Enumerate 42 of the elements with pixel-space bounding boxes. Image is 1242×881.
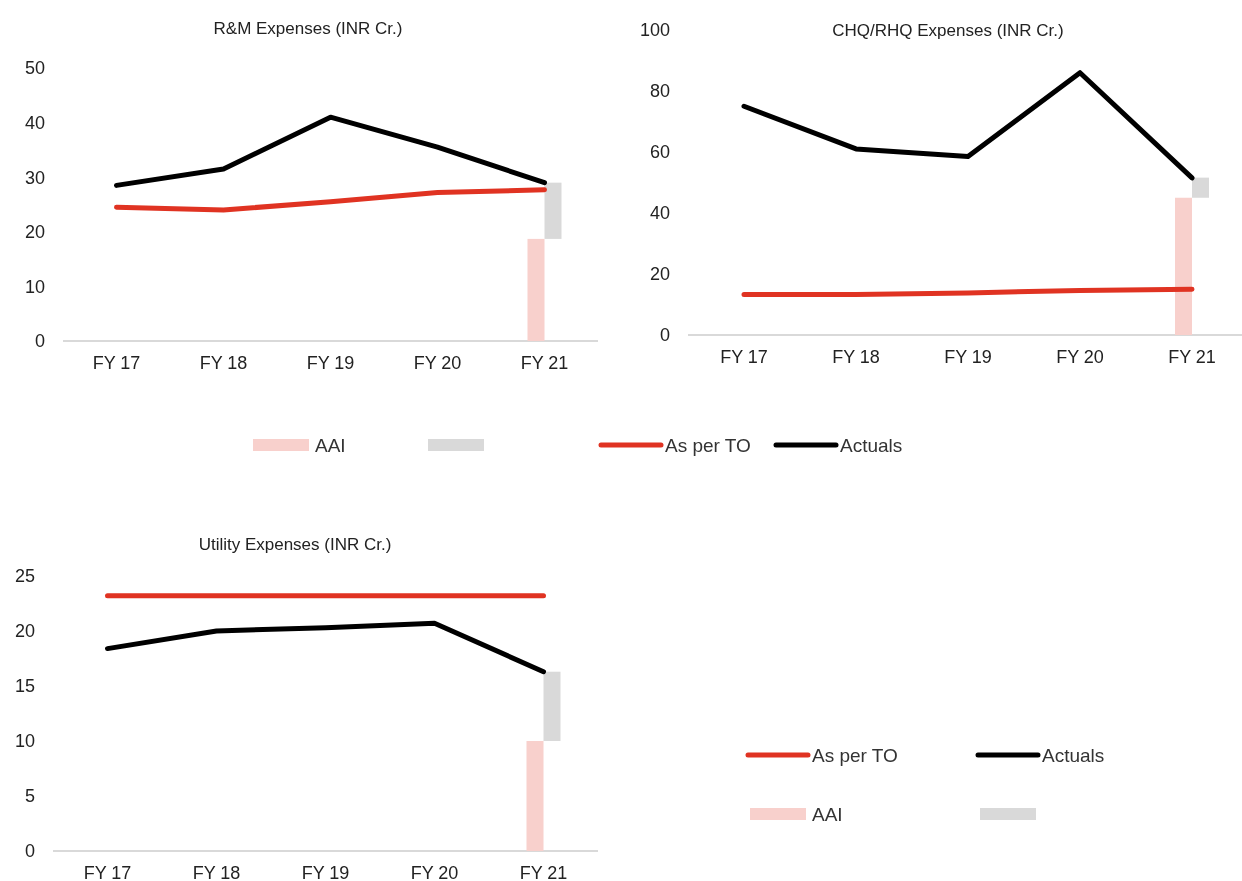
x-tick-label: FY 19 [301,863,350,881]
y-tick-label: 20 [649,264,670,285]
legend-label: As per TO [665,434,751,456]
legend-label: Actuals [840,434,903,456]
y-tick-label: 60 [649,142,670,163]
y-tick-label: 50 [24,58,45,79]
legend-label: AAI [812,803,843,825]
y-tick-label: 25 [14,566,35,587]
x-tick-label: FY 21 [519,863,568,881]
y-tick-label: 10 [24,276,45,297]
y-tick-label: 40 [24,112,45,133]
chart-title: R&M Expenses (INR Cr.) [213,19,403,38]
x-tick-label: FY 18 [832,347,880,367]
y-tick-label: 5 [24,786,35,807]
legend-label: As per TO [812,744,898,766]
y-tick-label: 30 [24,167,45,188]
x-tick-label: FY 18 [192,863,241,881]
y-tick-label: 80 [649,81,670,102]
x-tick-label: FY 17 [83,863,132,881]
y-tick-label: 0 [24,841,35,862]
y-tick-label: 20 [24,222,45,243]
y-tick-label: 0 [34,331,45,352]
x-tick-label: FY 19 [944,347,992,367]
x-tick-label: FY 20 [413,353,462,373]
y-tick-label: 10 [14,731,35,752]
chart-title: CHQ/RHQ Expenses (INR Cr.) [832,21,1064,40]
legend-label: AAI [315,434,346,456]
y-tick-label: 100 [639,20,670,41]
legend-label: Actuals [1042,744,1105,766]
x-tick-label: FY 17 [720,347,768,367]
x-tick-label: FY 19 [306,353,355,373]
y-tick-label: 0 [659,325,670,346]
x-tick-label: FY 17 [92,353,141,373]
x-tick-label: FY 20 [1056,347,1104,367]
y-tick-label: 15 [14,676,35,697]
y-tick-label: 20 [14,621,35,642]
x-tick-label: FY 21 [1168,347,1216,367]
y-tick-label: 40 [649,203,670,224]
chart-title: Utility Expenses (INR Cr.) [198,535,392,554]
x-tick-label: FY 20 [410,863,459,881]
x-tick-label: FY 18 [199,353,248,373]
x-tick-label: FY 21 [520,353,569,373]
